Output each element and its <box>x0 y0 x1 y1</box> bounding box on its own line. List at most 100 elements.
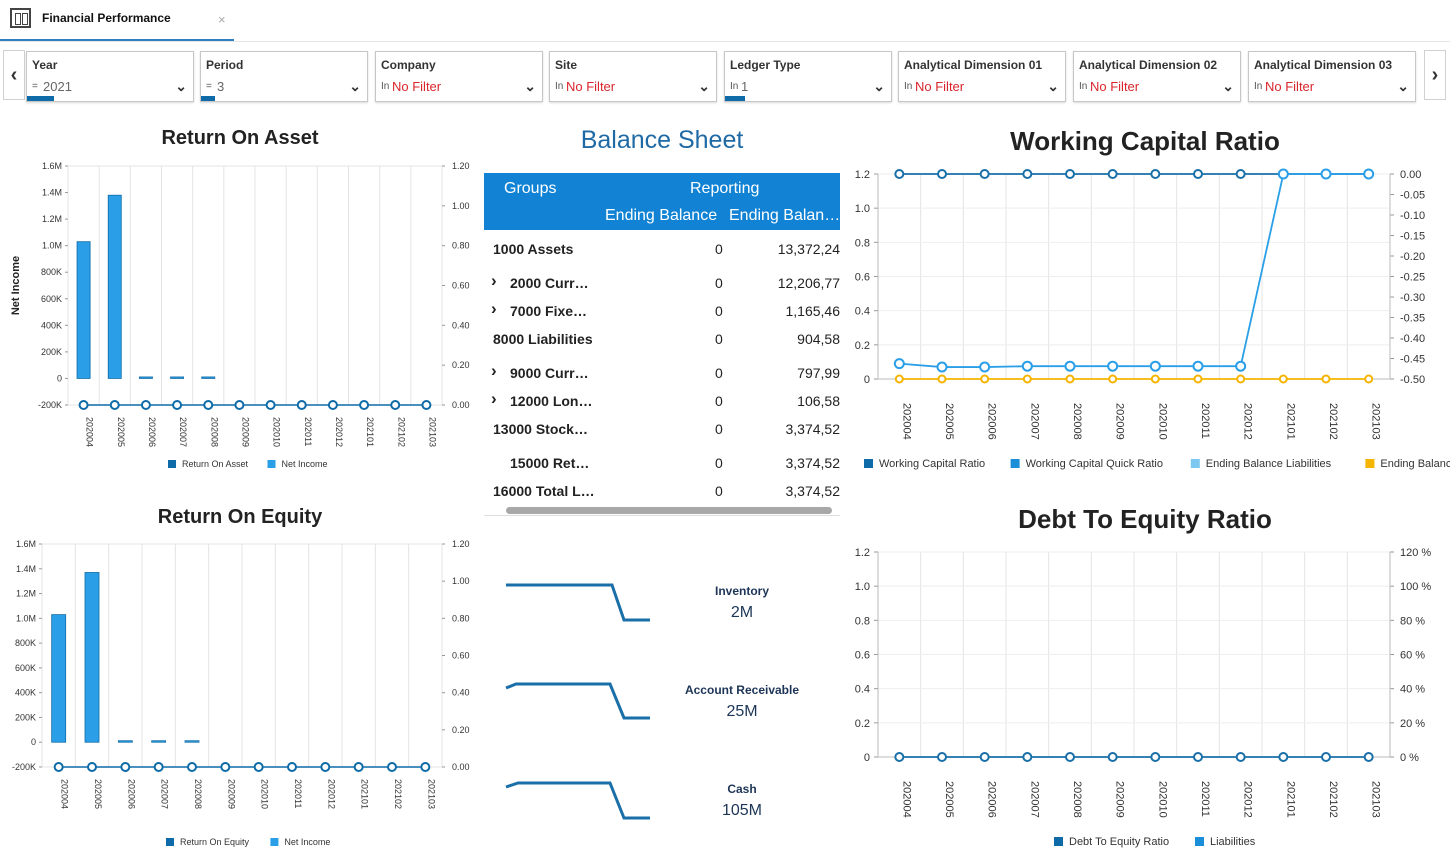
table-row[interactable]: › 2000 Curr… 0 12,206,77 <box>484 271 840 297</box>
y-tick-label: 0.2 <box>855 340 870 352</box>
data-point <box>893 358 905 370</box>
data-point <box>1149 360 1161 372</box>
filter-ledger-type[interactable]: Ledger Type In 1 ⌄ <box>724 51 892 102</box>
table-row[interactable]: 15000 Ret… 0 3,374,52 <box>484 451 840 477</box>
filter-label: Site <box>555 58 578 72</box>
header-ending-balance[interactable]: Ending Balance <box>605 207 718 224</box>
filter-analytical-dimension-02[interactable]: Analytical Dimension 02 In No Filter ⌄ <box>1073 51 1241 102</box>
table-row[interactable]: 16000 Total L… 0 3,374,52 <box>484 479 840 505</box>
x-tick-label: 202005 <box>943 403 955 440</box>
group-name: 1000 Assets <box>493 241 574 257</box>
y2-tick-label: 0.00 <box>452 762 470 772</box>
group-name: 9000 Curr… <box>510 365 589 381</box>
x-tick-label: 202102 <box>396 417 406 447</box>
chevron-down-icon[interactable]: ⌄ <box>873 78 885 94</box>
x-tick-label: 202006 <box>126 779 136 809</box>
group-name: 8000 Liabilities <box>493 331 593 347</box>
filter-analytical-dimension-01[interactable]: Analytical Dimension 01 In No Filter ⌄ <box>898 51 1066 102</box>
x-tick-label: 202101 <box>365 417 375 447</box>
filter-value: No Filter <box>1090 79 1140 94</box>
ending-balance: 0 <box>715 421 723 437</box>
y-tick-label: 0.4 <box>855 306 870 318</box>
data-point <box>937 169 947 179</box>
data-point <box>187 762 197 772</box>
y-tick-label: 0.2 <box>855 718 870 730</box>
legend-swatch <box>1010 459 1020 468</box>
legend-swatch <box>864 459 873 468</box>
return-on-equity-chart: 1.6M 1.4M 1.2M 1.0M 800K 600K 400K 200K 0 -200K 1.… <box>12 539 470 847</box>
filter-label: Analytical Dimension 03 <box>1254 58 1393 72</box>
data-point <box>1363 168 1375 180</box>
expand-chevron-icon[interactable]: › <box>491 389 497 408</box>
data-point <box>1192 360 1204 372</box>
filter-value: No Filter <box>566 79 616 94</box>
chevron-down-icon[interactable]: ⌄ <box>1397 78 1409 94</box>
header-groups[interactable]: Groups <box>504 180 557 197</box>
prev-filters-button[interactable]: ‹ <box>3 50 25 100</box>
table-row[interactable]: › 7000 Fixe… 0 1,165,46 <box>484 299 840 325</box>
filter-operator: In <box>904 81 913 92</box>
data-point <box>1320 168 1332 180</box>
ending-balance-2: 3,374,52 <box>785 421 841 437</box>
y-tick-label: 200K <box>41 347 62 357</box>
chevron-down-icon[interactable]: ⌄ <box>175 78 187 94</box>
legend-label: Net Income <box>282 459 328 469</box>
chevron-down-icon[interactable]: ⌄ <box>698 78 710 94</box>
table-row[interactable]: 13000 Stock… 0 3,374,52 <box>484 417 840 443</box>
group-name: 12000 Lon… <box>510 393 593 409</box>
next-filters-button[interactable]: › <box>1424 50 1446 100</box>
table-row[interactable]: › 12000 Lon… 0 106,58 <box>484 389 840 415</box>
data-point <box>979 169 990 179</box>
x-tick-label: 202004 <box>60 779 70 809</box>
bar <box>76 241 91 379</box>
y-axis-label: Net Income <box>10 256 22 315</box>
inventory-sparkline <box>506 583 650 622</box>
legend-label: Ending Balance Equity <box>1380 458 1450 470</box>
y2-tick-label: 0 % <box>1400 752 1419 764</box>
y-tick-label: 1.4M <box>16 564 36 574</box>
filter-company[interactable]: Company In No Filter ⌄ <box>375 51 543 102</box>
filter-label: Ledger Type <box>730 58 801 72</box>
tab-bar: Financial Performance × <box>0 0 1450 42</box>
y2-tick-label: 0.40 <box>452 688 470 698</box>
horizontal-scrollbar[interactable] <box>506 507 832 514</box>
filter-year[interactable]: Year = 2021 ⌄ <box>26 51 194 102</box>
chevron-down-icon[interactable]: ⌄ <box>1047 78 1059 94</box>
filter-analytical-dimension-03[interactable]: Analytical Dimension 03 In No Filter ⌄ <box>1248 51 1416 102</box>
filter-site[interactable]: Site In No Filter ⌄ <box>549 51 717 102</box>
y2-tick-label: 1.20 <box>452 161 470 171</box>
x-tick-label: 202006 <box>986 781 998 818</box>
data-point <box>1277 168 1289 180</box>
filter-period[interactable]: Period = 3 ⌄ <box>200 51 368 102</box>
y2-tick-label: 0.20 <box>452 360 470 370</box>
bar <box>170 376 185 379</box>
legend-label: Debt To Equity Ratio <box>1069 836 1169 848</box>
table-row[interactable]: › 9000 Curr… 0 797,99 <box>484 361 840 387</box>
data-point <box>1235 169 1246 179</box>
chevron-down-icon[interactable]: ⌄ <box>524 78 536 94</box>
x-tick-label: 202005 <box>116 417 126 447</box>
y-tick-label: 0 <box>31 737 36 747</box>
expand-chevron-icon[interactable]: › <box>491 361 497 380</box>
chevron-down-icon[interactable]: ⌄ <box>1222 78 1234 94</box>
bar <box>117 740 133 743</box>
y2-tick-label: 0.00 <box>452 400 470 410</box>
header-ending-balance-2[interactable]: Ending Balan… <box>729 207 840 224</box>
y2-tick-label: -0.20 <box>1400 251 1425 263</box>
tab-financial-performance[interactable]: Financial Performance × <box>0 0 234 41</box>
header-reporting: Reporting <box>690 180 760 197</box>
expand-chevron-icon[interactable]: › <box>491 299 497 318</box>
chevron-down-icon[interactable]: ⌄ <box>349 78 361 94</box>
table-row[interactable]: 8000 Liabilities 0 904,58 <box>484 327 840 353</box>
filter-operator: In <box>1254 81 1263 92</box>
y-tick-label: 1.0 <box>855 581 870 593</box>
y-tick-label: 0.8 <box>855 237 870 249</box>
data-point <box>894 374 904 384</box>
ending-balance-2: 106,58 <box>797 393 840 409</box>
close-icon[interactable]: × <box>218 12 226 27</box>
data-point <box>1235 752 1246 762</box>
expand-chevron-icon[interactable]: › <box>491 271 497 290</box>
legend-swatch <box>1190 459 1200 468</box>
table-row[interactable]: 1000 Assets 0 13,372,24 <box>484 237 840 263</box>
ending-balance: 0 <box>715 241 723 257</box>
